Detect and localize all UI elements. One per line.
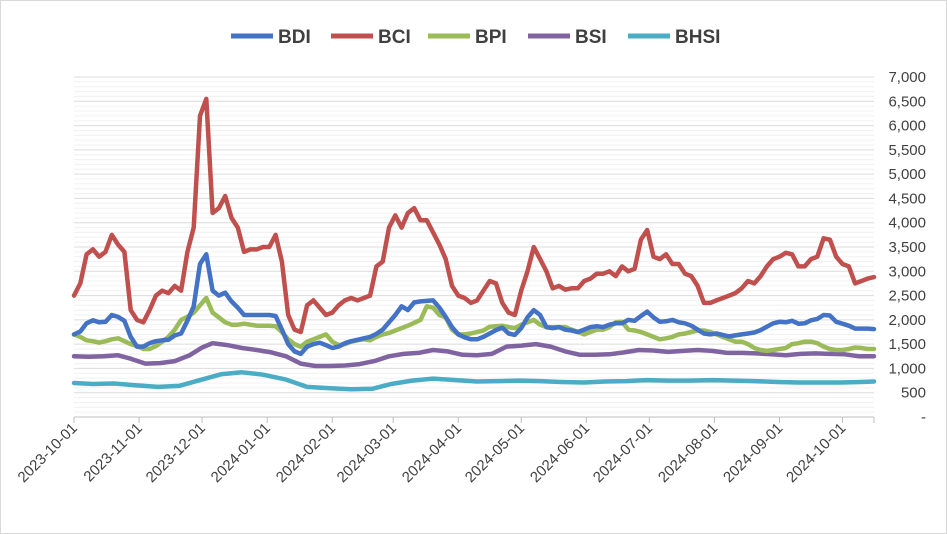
y-tick-label: 6,000 [888,118,926,135]
x-tick-label: 2024-08-01 [655,420,721,486]
x-tick-label: 2024-04-01 [399,420,465,486]
legend: BDI BCI BPI BSI BHSI [231,27,720,48]
y-tick-label: 500 [901,385,926,402]
series-line-bdi [71,252,877,357]
y-tick-label: 7,000 [888,69,926,86]
series-line-bsi [71,340,877,369]
legend-label-bci: BCI [378,27,411,48]
y-tick-label: 3,500 [888,239,926,256]
series-line-bhsi [71,370,877,392]
x-tick-label: 2024-10-01 [783,420,849,486]
series-line-bci [71,96,877,335]
x-tick-label: 2024-03-01 [334,420,400,486]
legend-label-bpi: BPI [475,27,507,48]
y-tick-label: 5,000 [888,166,926,183]
y-tick-label: 2,500 [888,288,926,305]
y-tick-label: 2,000 [888,312,926,329]
legend-label-bdi: BDI [278,27,311,48]
x-tick-label: 2023-12-01 [143,420,209,486]
y-tick-label: 6,500 [888,93,926,110]
y-tick-label: 4,000 [888,215,926,232]
x-tick-label: 2024-07-01 [590,420,656,486]
legend-label-bsi: BSI [575,27,607,48]
x-tick-label: 2024-01-01 [208,420,274,486]
y-tick-label: 5,500 [888,142,926,159]
x-tick-label: 2024-02-01 [273,420,339,486]
series-line-bpi [71,295,877,354]
x-tick-label: 2024-09-01 [720,420,786,486]
y-tick-label: - [921,409,926,426]
y-tick-label: 3,000 [888,263,926,280]
y-tick-label: 4,500 [888,190,926,207]
legend-label-bhsi: BHSI [675,27,720,48]
axes: - 500 1,000 1,500 2,000 2,500 3,000 3,500 4,000 4… [15,69,926,486]
y-tick-label: 1,500 [888,336,926,353]
gridlines [74,76,874,413]
x-tick-label: 2023-10-01 [15,420,81,486]
x-tick-label: 2024-05-01 [462,420,528,486]
y-tick-label: 1,000 [888,360,926,377]
x-tick-label: 2023-11-01 [80,420,145,485]
x-tick-label: 2024-06-01 [527,420,593,486]
series-lines [71,96,877,392]
